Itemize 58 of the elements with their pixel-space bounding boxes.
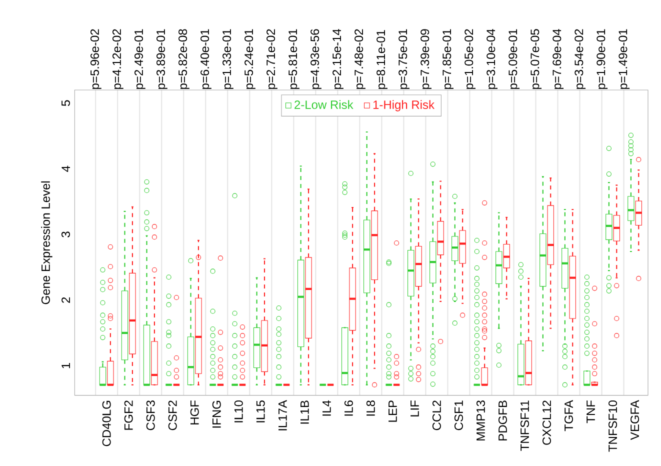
- x-tick-label: TNF: [586, 400, 595, 424]
- x-tick-label: PDGFB: [498, 400, 507, 440]
- text: p=7.69e-04: [552, 29, 564, 89]
- x-tick-label: CD40LG: [102, 400, 111, 446]
- x-tick-label: IL10: [234, 400, 243, 422]
- text: p=1.33e-01: [222, 29, 234, 89]
- x-tick-label: HGF: [190, 400, 199, 424]
- text: p=7.85e-01: [442, 29, 454, 89]
- text: p=3.75e-01: [398, 29, 410, 89]
- text: p=5.07e-05: [530, 29, 542, 89]
- text: p=3.10e-04: [486, 29, 498, 89]
- y-tick-label: 5: [62, 100, 70, 106]
- y-tick-label: 4: [62, 166, 70, 172]
- x-tick-label: TNFSF10: [608, 400, 618, 452]
- text: p=4.12e-02: [112, 29, 124, 89]
- x-tick-label: IL1B: [300, 400, 309, 424]
- legend-label: 1-High Risk: [373, 100, 435, 112]
- x-tick-label: IL6: [344, 400, 353, 416]
- x-tick-label: FGF2: [124, 400, 133, 430]
- x-tick-label: VEGFA: [630, 400, 640, 440]
- x-tick-label: IFNG: [212, 400, 221, 428]
- text: p=7.39e-09: [420, 29, 432, 89]
- x-tick-label: CSF2: [168, 400, 177, 430]
- y-axis-title: Gene Expression Level: [41, 181, 52, 304]
- text: p=5.09e-01: [508, 29, 520, 89]
- x-tick-label: TNFSF11: [520, 400, 530, 451]
- x-tick-label: IL4: [322, 400, 331, 416]
- x-tick-label: LEP: [388, 400, 397, 422]
- text: p=5.24e-01: [244, 29, 256, 89]
- text: p=1.05e-02: [464, 29, 476, 89]
- x-tick-label: CSF1: [454, 400, 463, 430]
- legend-label: 2-Low Risk: [294, 100, 354, 109]
- text: p=1.90e-01: [596, 29, 608, 89]
- text: p=5.81e-01: [288, 29, 300, 89]
- x-tick-label: MMP13: [476, 400, 485, 440]
- text: p=1.49e-01: [618, 29, 630, 89]
- text: p=6.40e-01: [200, 29, 212, 89]
- y-tick-label: 2: [62, 297, 70, 303]
- x-tick-label: LIF: [410, 400, 419, 416]
- x-tick-label: IL8: [366, 400, 375, 416]
- text: p=2.49e-01: [134, 29, 146, 89]
- x-tick-label: CCL2: [432, 400, 441, 430]
- x-tick-label: IL15: [256, 400, 265, 422]
- text: p=7.48e-02: [354, 29, 366, 89]
- text: p=3.89e-01: [156, 29, 168, 89]
- y-tick-label: 3: [61, 232, 70, 238]
- x-tick-label: IL17A: [278, 400, 287, 430]
- x-tick-label: TGFA: [564, 400, 574, 432]
- text: p=2.71e-02: [266, 29, 278, 89]
- y-tick-label: 1: [62, 363, 70, 368]
- x-tick-label: CSF3: [146, 400, 155, 430]
- text: p=8.11e-01: [376, 30, 388, 89]
- text: p=3.54e-02: [574, 29, 586, 89]
- x-tick-label: CXCL12: [542, 400, 552, 445]
- text: p=5.96e-02: [90, 29, 102, 89]
- text: p=2.15e-14: [332, 29, 344, 89]
- text: p=4.93e-56: [310, 29, 322, 89]
- text: p=5.82e-08: [178, 29, 190, 89]
